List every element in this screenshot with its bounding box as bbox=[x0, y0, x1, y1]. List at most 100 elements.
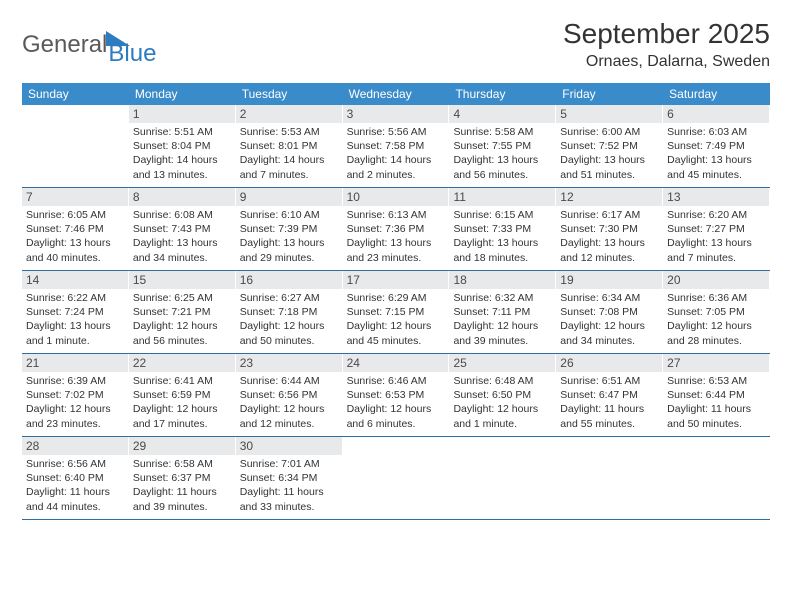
day-info: Sunrise: 6:10 AMSunset: 7:39 PMDaylight:… bbox=[240, 208, 338, 265]
sunset-text: Sunset: 7:15 PM bbox=[347, 305, 445, 319]
sunset-text: Sunset: 7:55 PM bbox=[453, 139, 551, 153]
day-cell: 29Sunrise: 6:58 AMSunset: 6:37 PMDayligh… bbox=[129, 437, 236, 519]
daylight-text: Daylight: 13 hours and 29 minutes. bbox=[240, 236, 338, 264]
day-number: 20 bbox=[663, 271, 769, 289]
sunrise-text: Sunrise: 6:41 AM bbox=[133, 374, 231, 388]
weekday-monday: Monday bbox=[129, 83, 236, 105]
sunrise-text: Sunrise: 6:44 AM bbox=[240, 374, 338, 388]
daylight-text: Daylight: 13 hours and 34 minutes. bbox=[133, 236, 231, 264]
location-label: Ornaes, Dalarna, Sweden bbox=[563, 53, 770, 71]
weekday-saturday: Saturday bbox=[663, 83, 770, 105]
calendar-grid: SundayMondayTuesdayWednesdayThursdayFrid… bbox=[22, 83, 770, 520]
sunset-text: Sunset: 7:58 PM bbox=[347, 139, 445, 153]
sunset-text: Sunset: 7:36 PM bbox=[347, 222, 445, 236]
day-cell: 8Sunrise: 6:08 AMSunset: 7:43 PMDaylight… bbox=[129, 188, 236, 270]
daylight-text: Daylight: 13 hours and 23 minutes. bbox=[347, 236, 445, 264]
daylight-text: Daylight: 12 hours and 1 minute. bbox=[453, 402, 551, 430]
day-number: 3 bbox=[343, 105, 449, 123]
day-number: 23 bbox=[236, 354, 342, 372]
day-cell: 4Sunrise: 5:58 AMSunset: 7:55 PMDaylight… bbox=[449, 105, 556, 187]
sunset-text: Sunset: 6:50 PM bbox=[453, 388, 551, 402]
sunset-text: Sunset: 6:59 PM bbox=[133, 388, 231, 402]
sunset-text: Sunset: 7:02 PM bbox=[26, 388, 124, 402]
daylight-text: Daylight: 11 hours and 39 minutes. bbox=[133, 485, 231, 513]
title-block: September 2025 Ornaes, Dalarna, Sweden bbox=[563, 18, 770, 71]
header: General Blue September 2025 Ornaes, Dala… bbox=[22, 18, 770, 71]
day-info: Sunrise: 6:58 AMSunset: 6:37 PMDaylight:… bbox=[133, 457, 231, 514]
day-number: 17 bbox=[343, 271, 449, 289]
day-cell: 20 Sunrise: 6:36 AMSunset: 7:05 PMDayligh… bbox=[663, 271, 770, 353]
weekday-tuesday: Tuesday bbox=[236, 83, 343, 105]
day-cell: 13Sunrise: 6:20 AMSunset: 7:27 PMDayligh… bbox=[663, 188, 770, 270]
sunset-text: Sunset: 6:34 PM bbox=[240, 471, 338, 485]
day-info: Sunrise: 6:51 AMSunset: 6:47 PMDaylight:… bbox=[560, 374, 658, 431]
sunset-text: Sunset: 7:43 PM bbox=[133, 222, 231, 236]
weekday-header-row: SundayMondayTuesdayWednesdayThursdayFrid… bbox=[22, 83, 770, 105]
daylight-text: Daylight: 12 hours and 45 minutes. bbox=[347, 319, 445, 347]
daylight-text: Daylight: 11 hours and 50 minutes. bbox=[667, 402, 765, 430]
day-number: 7 bbox=[22, 188, 128, 206]
sunrise-text: Sunrise: 6:46 AM bbox=[347, 374, 445, 388]
daylight-text: Daylight: 12 hours and 56 minutes. bbox=[133, 319, 231, 347]
day-number: 30 bbox=[236, 437, 342, 455]
day-info: Sunrise: 6:05 AMSunset: 7:46 PMDaylight:… bbox=[26, 208, 124, 265]
sunset-text: Sunset: 7:11 PM bbox=[453, 305, 551, 319]
day-info: Sunrise: 5:53 AMSunset: 8:01 PMDaylight:… bbox=[240, 125, 338, 182]
daylight-text: Daylight: 11 hours and 55 minutes. bbox=[560, 402, 658, 430]
weekday-wednesday: Wednesday bbox=[343, 83, 450, 105]
day-info: Sunrise: 6:53 AMSunset: 6:44 PMDaylight:… bbox=[667, 374, 765, 431]
day-number: 24 bbox=[343, 354, 449, 372]
day-number: 19 bbox=[556, 271, 662, 289]
day-number: 13 bbox=[663, 188, 769, 206]
daylight-text: Daylight: 12 hours and 28 minutes. bbox=[667, 319, 765, 347]
day-number: 1 bbox=[129, 105, 235, 123]
day-info: Sunrise: 5:58 AMSunset: 7:55 PMDaylight:… bbox=[453, 125, 551, 182]
day-info: Sunrise: 7:01 AMSunset: 6:34 PMDaylight:… bbox=[240, 457, 338, 514]
day-info: Sunrise: 6:41 AMSunset: 6:59 PMDaylight:… bbox=[133, 374, 231, 431]
sunrise-text: Sunrise: 6:32 AM bbox=[453, 291, 551, 305]
day-cell: 22Sunrise: 6:41 AMSunset: 6:59 PMDayligh… bbox=[129, 354, 236, 436]
day-info: Sunrise: 5:51 AMSunset: 8:04 PMDaylight:… bbox=[133, 125, 231, 182]
sunset-text: Sunset: 7:27 PM bbox=[667, 222, 765, 236]
day-info: Sunrise: 6:44 AMSunset: 6:56 PMDaylight:… bbox=[240, 374, 338, 431]
day-number: 21 bbox=[22, 354, 128, 372]
day-cell: 19 Sunrise: 6:34 AMSunset: 7:08 PMDayligh… bbox=[556, 271, 663, 353]
sunset-text: Sunset: 7:33 PM bbox=[453, 222, 551, 236]
day-info: Sunrise: 6:34 AMSunset: 7:08 PMDaylight:… bbox=[560, 291, 658, 348]
day-cell: 3Sunrise: 5:56 AMSunset: 7:58 PMDaylight… bbox=[343, 105, 450, 187]
daylight-text: Daylight: 12 hours and 50 minutes. bbox=[240, 319, 338, 347]
sunset-text: Sunset: 7:30 PM bbox=[560, 222, 658, 236]
sunrise-text: Sunrise: 6:13 AM bbox=[347, 208, 445, 222]
weekday-friday: Friday bbox=[556, 83, 663, 105]
sunrise-text: Sunrise: 5:58 AM bbox=[453, 125, 551, 139]
logo-text-1: General bbox=[22, 31, 107, 59]
sunrise-text: Sunrise: 6:53 AM bbox=[667, 374, 765, 388]
daylight-text: Daylight: 13 hours and 7 minutes. bbox=[667, 236, 765, 264]
day-cell: 15Sunrise: 6:25 AMSunset: 7:21 PMDayligh… bbox=[129, 271, 236, 353]
sunset-text: Sunset: 8:04 PM bbox=[133, 139, 231, 153]
day-cell: 24Sunrise: 6:46 AMSunset: 6:53 PMDayligh… bbox=[343, 354, 450, 436]
day-number: 27 bbox=[663, 354, 769, 372]
day-number: 10 bbox=[343, 188, 449, 206]
sunset-text: Sunset: 7:05 PM bbox=[667, 305, 765, 319]
sunset-text: Sunset: 6:47 PM bbox=[560, 388, 658, 402]
day-cell bbox=[22, 105, 129, 187]
sunrise-text: Sunrise: 6:58 AM bbox=[133, 457, 231, 471]
day-number: 2 bbox=[236, 105, 342, 123]
sunrise-text: Sunrise: 6:39 AM bbox=[26, 374, 124, 388]
day-number: 15 bbox=[129, 271, 235, 289]
daylight-text: Daylight: 11 hours and 44 minutes. bbox=[26, 485, 124, 513]
day-number: 26 bbox=[556, 354, 662, 372]
day-info: Sunrise: 6:36 AMSunset: 7:05 PMDaylight:… bbox=[667, 291, 765, 348]
sunrise-text: Sunrise: 6:34 AM bbox=[560, 291, 658, 305]
sunrise-text: Sunrise: 6:29 AM bbox=[347, 291, 445, 305]
day-cell: 23 Sunrise: 6:44 AMSunset: 6:56 PMDayligh… bbox=[236, 354, 343, 436]
day-info: Sunrise: 6:13 AMSunset: 7:36 PMDaylight:… bbox=[347, 208, 445, 265]
day-cell: 17 Sunrise: 6:29 AMSunset: 7:15 PMDayligh… bbox=[343, 271, 450, 353]
day-number: 25 bbox=[449, 354, 555, 372]
daylight-text: Daylight: 13 hours and 56 minutes. bbox=[453, 153, 551, 181]
day-cell: 14Sunrise: 6:22 AMSunset: 7:24 PMDayligh… bbox=[22, 271, 129, 353]
sunrise-text: Sunrise: 6:17 AM bbox=[560, 208, 658, 222]
sunrise-text: Sunrise: 6:22 AM bbox=[26, 291, 124, 305]
day-number: 28 bbox=[22, 437, 128, 455]
